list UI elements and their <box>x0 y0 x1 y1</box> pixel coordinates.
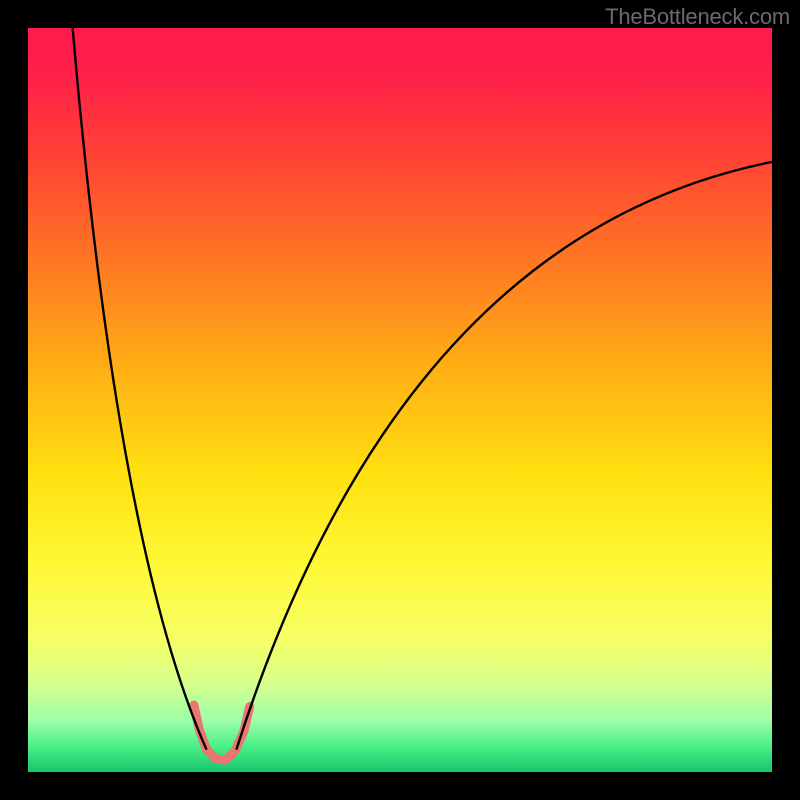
chart-frame: TheBottleneck.com <box>0 0 800 800</box>
chart-curves <box>28 28 772 772</box>
plot-area <box>28 28 772 772</box>
curve-left-branch <box>73 28 207 750</box>
watermark-text: TheBottleneck.com <box>605 4 790 30</box>
curve-right-branch <box>236 162 772 750</box>
